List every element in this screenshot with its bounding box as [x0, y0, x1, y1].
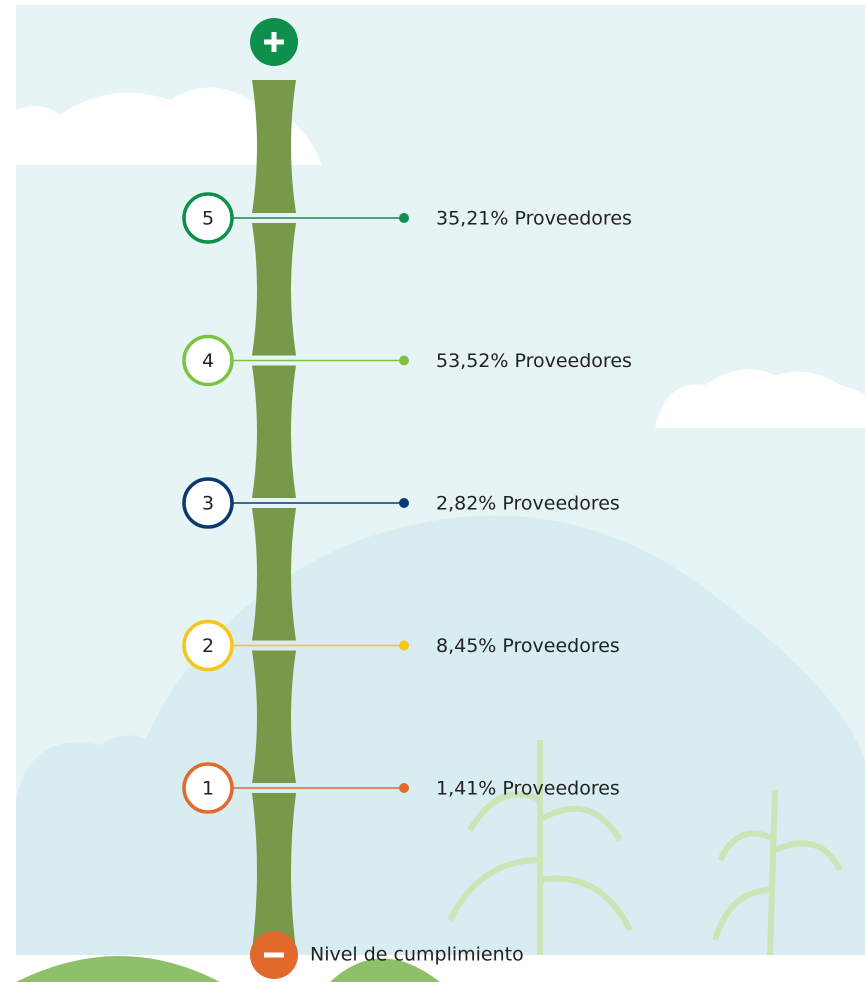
page: {"levels": [ {"level": 5, "text": "35,21… [0, 0, 865, 982]
level-text: 2,82% Proveedores [436, 493, 620, 515]
level-text: 1,41% Proveedores [436, 778, 620, 800]
infographic: 5 35,21% Proveedores 4 53,52% Proveedores 3 2… [0, 0, 865, 982]
connector-dot [399, 783, 409, 793]
level-text: 53,52% Proveedores [436, 350, 632, 372]
level-number: 4 [202, 350, 214, 372]
bamboo-segment [252, 508, 296, 641]
bamboo [252, 80, 296, 950]
bamboo-segment [252, 793, 296, 950]
connector-dot [399, 641, 409, 651]
connector-dot [399, 498, 409, 508]
level-text: 35,21% Proveedores [436, 208, 632, 230]
connector-dot [399, 356, 409, 366]
bamboo-segment [252, 651, 296, 784]
bamboo-segment [252, 80, 296, 213]
hill [16, 735, 170, 955]
bamboo-segment [252, 223, 296, 356]
level-number: 1 [202, 778, 214, 800]
level-number: 3 [202, 493, 214, 515]
level-number: 5 [202, 208, 214, 230]
level-number: 2 [202, 635, 214, 657]
bamboo-segment [252, 366, 296, 499]
level-text: 8,45% Proveedores [436, 635, 620, 657]
footer-label: Nivel de cumplimiento [310, 944, 524, 966]
connector-dot [399, 213, 409, 223]
